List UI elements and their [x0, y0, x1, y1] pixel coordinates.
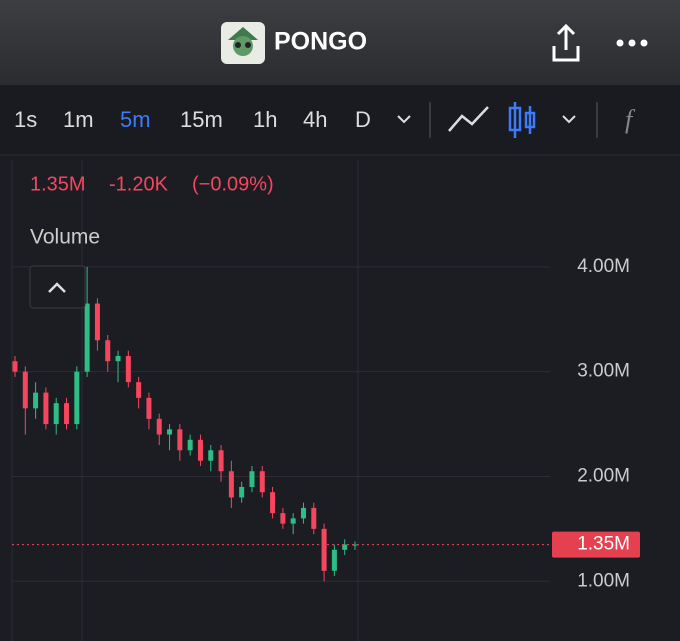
interval-button[interactable]: 4h	[303, 107, 327, 132]
legend-change: -1.20K	[109, 173, 169, 195]
y-tick-label: 1.00M	[577, 570, 630, 591]
toolbar	[0, 85, 680, 155]
candle-body	[270, 492, 276, 514]
current-price-badge	[552, 531, 640, 558]
more-button[interactable]	[616, 39, 648, 47]
candle-body	[197, 439, 203, 461]
indicators-button[interactable]: f	[625, 105, 636, 134]
y-tick-label: 4.00M	[577, 256, 630, 277]
y-tick-label: 3.00M	[577, 361, 630, 382]
candle-body	[167, 429, 173, 435]
candle-body	[146, 397, 152, 419]
candle-body	[300, 507, 306, 519]
collapse-button[interactable]	[29, 265, 86, 309]
candle-body	[84, 303, 90, 372]
legend-change-percent: (−0.09%)	[192, 173, 274, 195]
candle-body	[280, 513, 286, 524]
candle-body	[321, 528, 327, 571]
share-button[interactable]	[552, 23, 580, 62]
interval-button[interactable]: 15m	[180, 107, 223, 132]
chart-type-dropdown[interactable]	[562, 115, 576, 124]
candle-body	[125, 355, 131, 383]
chart-area	[0, 155, 680, 641]
candle-chart-button[interactable]	[508, 102, 536, 138]
interval-dropdown[interactable]	[397, 115, 411, 124]
candle-body	[33, 392, 39, 409]
candle-body	[94, 303, 100, 341]
candle-body	[290, 518, 296, 524]
candle-body	[74, 371, 80, 425]
interval-button[interactable]: 1s	[14, 107, 37, 132]
candle-body	[249, 471, 255, 487]
candle-body	[156, 418, 162, 435]
candle-body	[239, 486, 245, 498]
title: PONGO	[274, 28, 367, 56]
candle-body	[311, 507, 317, 529]
candle-body	[12, 361, 18, 372]
candle-body	[177, 429, 183, 451]
interval-button[interactable]: 1m	[63, 107, 94, 132]
candle-body	[331, 549, 337, 571]
current-price-label: 1.35M	[577, 534, 630, 555]
interval-button[interactable]: D	[355, 107, 371, 132]
candle-body	[53, 403, 59, 425]
candle-body	[352, 544, 358, 546]
candle-body	[64, 403, 70, 425]
candle-body	[187, 439, 193, 451]
candle-body	[218, 450, 224, 472]
candle-body	[208, 450, 214, 461]
interval-button[interactable]: 1h	[253, 107, 277, 132]
candle-body	[342, 544, 348, 550]
candle-body	[228, 471, 234, 498]
candle-body	[259, 471, 265, 493]
y-tick-label: 2.00M	[577, 465, 630, 486]
line-chart-button[interactable]	[448, 106, 489, 132]
candle-body	[115, 355, 121, 362]
interval-button[interactable]: 5m	[120, 107, 151, 132]
candle-body	[136, 382, 142, 398]
candle-body	[22, 371, 28, 409]
candle-body	[105, 340, 111, 362]
legend-close: 1.35M	[30, 173, 86, 195]
study-label: Volume	[30, 226, 100, 249]
candle-body	[43, 392, 49, 425]
token-icon	[221, 22, 265, 64]
